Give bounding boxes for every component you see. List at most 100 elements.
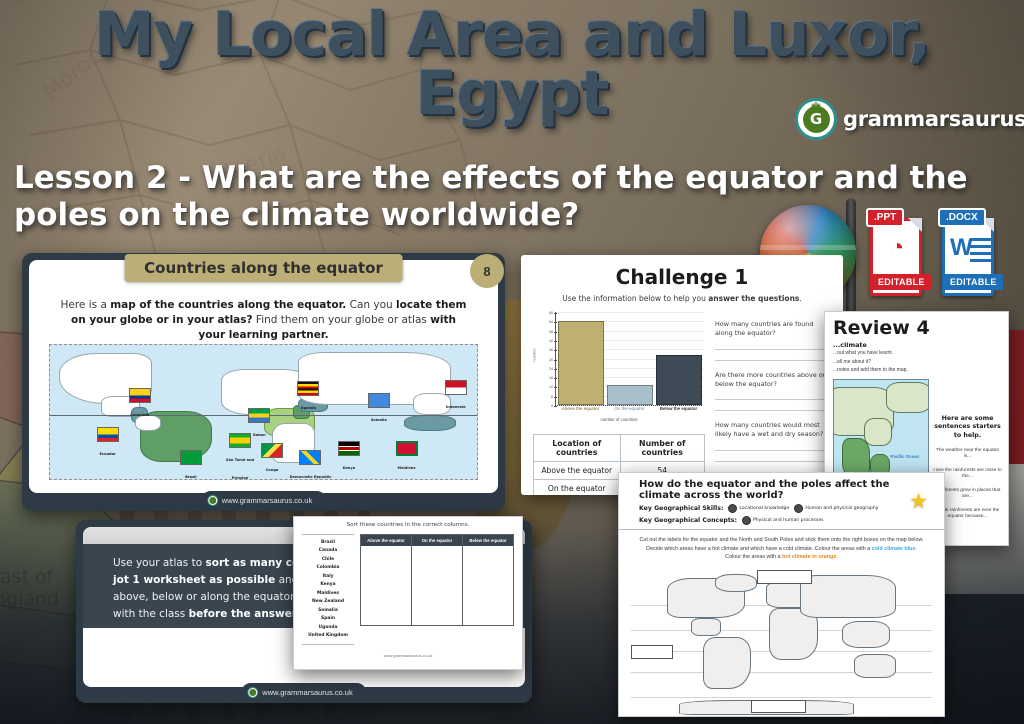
sort-worksheet-title: Sort these countries in the correct colu… — [346, 522, 470, 528]
review-line-2: ...ell me about it? — [833, 358, 872, 365]
worksheet-climate-map[interactable]: How do the equator and the poles affect … — [618, 472, 945, 717]
map-flag-brazil: Brazil — [170, 449, 212, 479]
answer-line[interactable] — [715, 460, 831, 462]
answer-line[interactable] — [715, 399, 831, 401]
review-line-1: ...out what you have learnt. — [833, 350, 894, 356]
review-ocean-label: Pacific Ocean — [890, 453, 920, 459]
list-item[interactable]: United Kingdom — [308, 632, 348, 638]
chart-y-tick: 0 — [551, 404, 557, 408]
list-item[interactable]: Somalia — [318, 607, 338, 613]
chart-bar: Below the equator — [655, 355, 702, 411]
challenge-questions: How many countries are found along the e… — [715, 310, 831, 495]
sort-cell-on[interactable] — [412, 546, 463, 625]
list-item[interactable]: Canada — [318, 548, 338, 554]
label-box-north-pole[interactable] — [757, 570, 812, 585]
chart-y-tick: 24 — [549, 366, 557, 371]
cell-location: On the equator — [533, 479, 621, 495]
chart-y-tick: 42 — [549, 338, 557, 343]
concept-physical-human-processes: Physical and human processes — [741, 516, 824, 525]
ppt-badge[interactable]: ◔ .PPT EDITABLE — [866, 208, 931, 300]
star-icon: ★ — [909, 490, 928, 513]
sort-col-below: Below the equator — [469, 538, 507, 543]
sort-country-list: Brazil Canada Chile Colombia Italy Kenya Maldi… — [302, 534, 354, 646]
chart-y-tick: 6 — [551, 394, 557, 399]
question-2: Are there more countries above or below … — [715, 370, 826, 388]
sort-cell-below[interactable] — [463, 546, 513, 625]
doc-lines-icon — [970, 238, 992, 266]
ppt-extension-label: .PPT — [866, 208, 905, 227]
list-item[interactable]: Colombia — [316, 565, 340, 571]
brand-dot-icon — [247, 687, 259, 698]
worksheet-sort-countries[interactable]: Sort these countries in the correct colu… — [293, 516, 523, 670]
chart-gridline: 30 — [549, 358, 703, 362]
cold-climate-text: cold climate blue. — [871, 545, 917, 552]
chart-y-tick: 12 — [549, 385, 557, 390]
pie-chart-icon: ◔ — [889, 234, 905, 261]
list-item[interactable]: Italy — [322, 573, 334, 579]
chart-x-tick: Above the equator — [561, 406, 600, 411]
climate-blank-world-map[interactable] — [631, 566, 932, 716]
answer-line[interactable] — [715, 348, 831, 350]
map-flag-uganda: Uganda — [287, 381, 329, 414]
card-challenge-1[interactable]: Challenge 1 Use the information below to… — [521, 255, 843, 495]
ppt-editable-label: EDITABLE — [872, 274, 931, 290]
sort-cell-above[interactable] — [361, 546, 412, 625]
answer-line[interactable] — [715, 410, 831, 412]
brand-text: grammarsaurus.co.uk — [843, 107, 1024, 131]
cell-location: Above the equator — [533, 461, 621, 480]
label-box-equator[interactable] — [631, 644, 674, 659]
climate-worksheet-title: How do the equator and the poles affect … — [639, 479, 890, 501]
map-flag-maldives: Maldives — [386, 441, 428, 474]
list-item[interactable]: New Zealand — [311, 599, 345, 605]
chart-x-tick: Below the equator — [659, 406, 698, 411]
chart-gridline: 0 — [551, 404, 703, 408]
concepts-label: Key Geographical Concepts: — [639, 517, 737, 524]
slide-countries-along-equator[interactable]: 8 Countries along the equator Here is a … — [22, 253, 505, 511]
slide-intro-text: Here is a map of the countries along the… — [60, 299, 467, 342]
list-item[interactable]: Maldives — [317, 590, 339, 596]
map-flag-ecuador: Ecuador — [87, 426, 129, 460]
chart-gridline: 48 — [549, 330, 703, 334]
background-africa-map: Morocco Algeria — [0, 0, 520, 330]
word-w-icon: W — [950, 234, 973, 261]
review-line-3: ...notes and add them to the map. — [833, 367, 908, 373]
chart-y-tick: 54 — [549, 320, 557, 325]
skill-human-physical-geography: Human and physical geography — [794, 504, 878, 513]
hot-climate-text: hot climate in orange. — [782, 554, 838, 561]
sort-table-header: Above the equator On the equator Below t… — [361, 535, 513, 546]
question-3: How many countries would most likely hav… — [715, 421, 824, 439]
list-item[interactable]: Spain — [321, 616, 335, 622]
label-box-south-pole[interactable] — [751, 699, 806, 714]
answer-line[interactable] — [715, 359, 831, 361]
chart-gridline: 24 — [549, 367, 703, 371]
chart-y-axis-label: number — [531, 348, 537, 362]
chart-gridline: 36 — [549, 348, 703, 352]
map-flag-congo: Congo — [251, 442, 293, 476]
docx-badge[interactable]: W .DOCX EDITABLE — [938, 208, 1003, 300]
list-item[interactable]: Kenya — [320, 582, 336, 588]
sort-table[interactable]: Above the equator On the equator Below t… — [360, 534, 514, 626]
answer-line[interactable] — [715, 449, 831, 451]
map-flag-colombia: Colombia — [119, 387, 161, 421]
chart-y-tick: 48 — [549, 329, 557, 334]
chart-countries-by-equator-position: number 0 6 12 18 24 30 36 42 48 54 60 Above the equ… — [531, 310, 705, 422]
review-title: Review 4 — [833, 317, 930, 339]
th-number: Number of countries — [619, 434, 705, 462]
chart-gridline: 42 — [549, 339, 703, 343]
chart-bar: On the equator — [606, 384, 653, 411]
map-flag-indonesia: Indonesia — [435, 379, 477, 413]
chart-gridline: 18 — [549, 376, 703, 380]
sort-col-above: Above the equator — [361, 535, 412, 546]
sentence-starter-4: I think rainforests are near the equator… — [935, 507, 1000, 520]
processes-icon — [741, 516, 751, 525]
header: My Local Area and Luxor, Egypt Lesson 2 … — [0, 0, 1024, 316]
lesson-subtitle: Lesson 2 - What are the effects of the e… — [14, 160, 968, 233]
sentence-starter-2: I see the rainforests are close to the..… — [933, 467, 1002, 480]
chart-plot-area: 0 6 12 18 24 30 36 42 48 54 60 Above the equator On … — [549, 311, 703, 411]
list-item[interactable]: Chile — [321, 556, 335, 562]
chart-y-tick: 30 — [549, 357, 557, 362]
list-item[interactable]: Uganda — [318, 624, 338, 630]
brand-logo: ♚ G grammarsaurus.co.uk — [795, 98, 1024, 140]
earth-icon — [794, 504, 804, 513]
list-item[interactable]: Brazil — [320, 540, 336, 545]
